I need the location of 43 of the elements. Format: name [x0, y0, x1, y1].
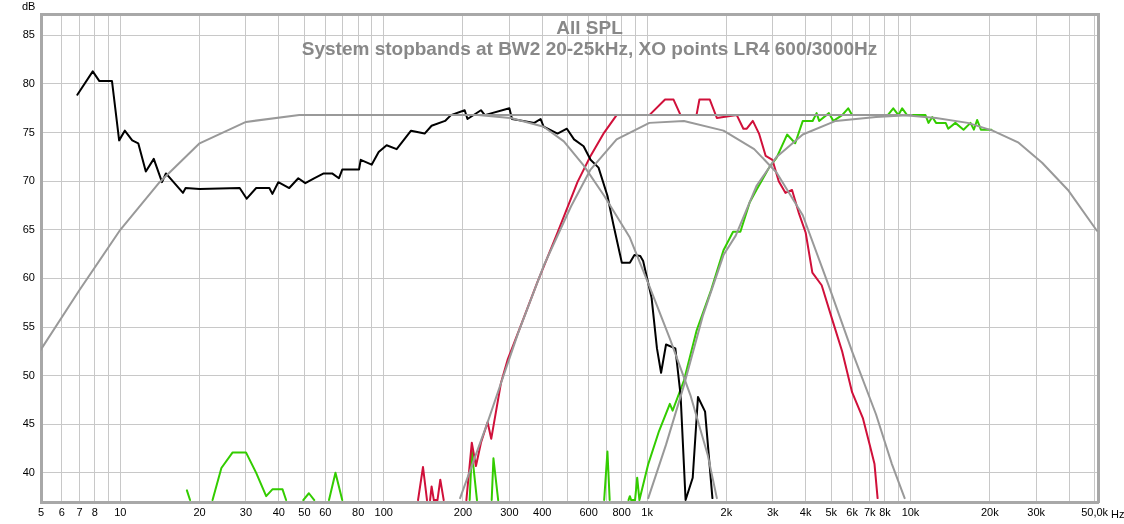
x-tick-label: 800 [612, 505, 631, 518]
x-tick-label: 7 [76, 505, 83, 518]
chart-title: All SPL [556, 16, 624, 38]
x-tick-label: 30k [1027, 505, 1046, 518]
x-tick-label: 100 [374, 505, 393, 518]
x-tick-label: 20k [980, 505, 1000, 518]
x-tick-label: 60 [319, 505, 332, 518]
x-tick-label: 400 [533, 505, 552, 518]
x-tick-label: 8k [879, 505, 892, 518]
x-tick-label: 80 [352, 505, 365, 518]
y-tick-label: 50 [22, 368, 35, 381]
y-tick-label: 45 [22, 417, 35, 430]
x-tick-label: 10k [901, 505, 920, 518]
y-axis-title: dB [22, 0, 36, 12]
y-tick-label: 55 [22, 320, 35, 333]
x-tick-label: 2k [720, 505, 733, 518]
x-tick-label: 20 [193, 505, 206, 518]
x-tick-label: 5k [825, 505, 838, 518]
x-tick-label: 50 [298, 505, 311, 518]
x-tick-label: 7k [863, 505, 877, 518]
y-tick-label: 40 [22, 465, 35, 478]
x-tick-label: 200 [453, 505, 473, 518]
x-tick-label: 50,0k [1081, 505, 1109, 518]
text: System stopbands at BW2 20-25kHz, XO points LR4 600/3000Hz [301, 37, 878, 59]
x-tick-label: 6k [846, 505, 859, 518]
y-tick-label: 70 [22, 174, 35, 187]
x-tick-label: 6 [58, 505, 65, 518]
x-tick-label: 40 [272, 505, 285, 518]
y-tick-label: 80 [22, 77, 35, 90]
x-tick-label: 8 [91, 505, 98, 518]
x-tick-label: 1k [641, 505, 654, 518]
x-tick-label: 300 [500, 505, 519, 518]
x-tick-label: 10 [114, 505, 127, 518]
y-tick-label: 75 [22, 125, 35, 138]
x-tick-label: 600 [579, 505, 598, 518]
y-tick-label: 60 [22, 271, 35, 284]
y-tick-label: 65 [22, 222, 35, 235]
x-tick-label: 3k [766, 505, 780, 518]
y-tick-label: 85 [22, 28, 35, 41]
x-tick-label: 30 [239, 505, 253, 518]
x-tick-label: 5 [37, 505, 45, 518]
x-tick-label: 4k [799, 505, 812, 518]
x-axis-title: Hz [1111, 507, 1124, 520]
